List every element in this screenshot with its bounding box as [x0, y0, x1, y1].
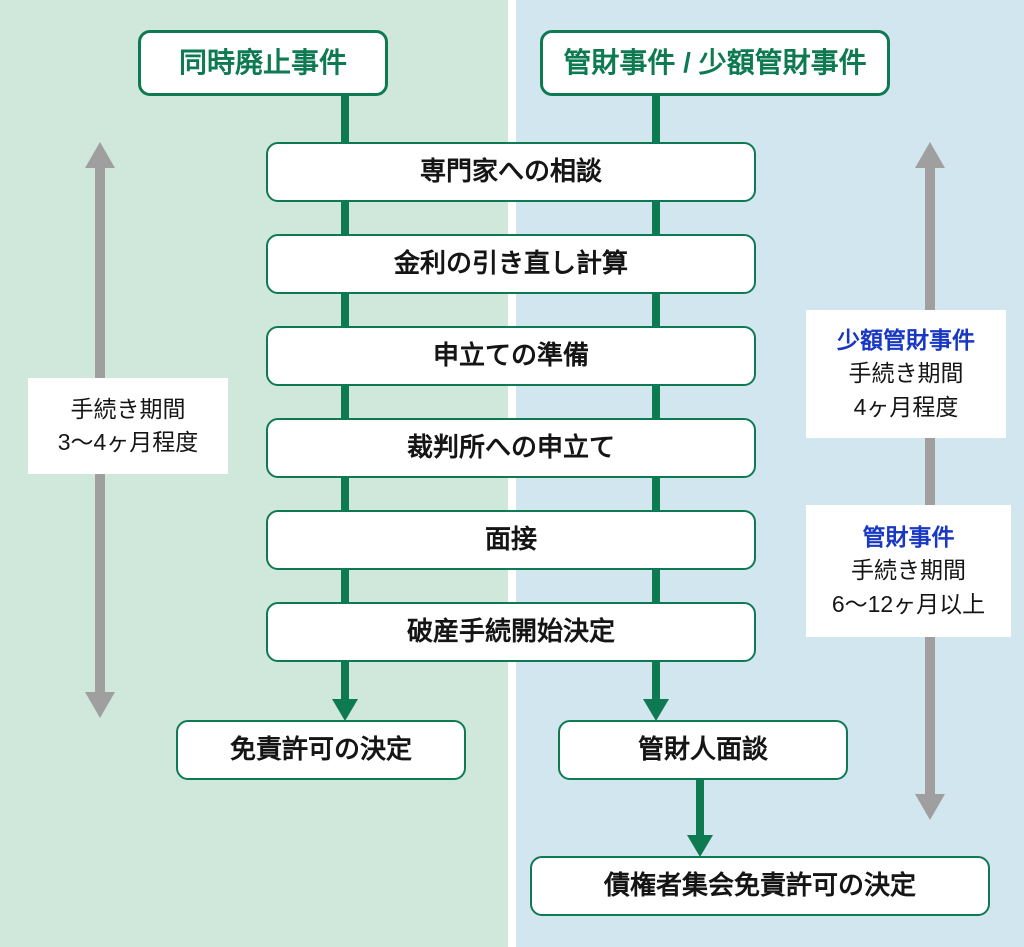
- side-note-right-a: 少額管財事件手続き期間4ヶ月程度: [806, 310, 1006, 438]
- step-2-label: 金利の引き直し計算: [394, 246, 628, 281]
- step-6-label: 破産手続開始決定: [407, 614, 615, 649]
- header-right-label: 管財事件 / 少額管財事件: [563, 44, 866, 82]
- step-4: 裁判所への申立て: [266, 418, 756, 478]
- end-left: 免責許可の決定: [176, 720, 466, 780]
- step-2: 金利の引き直し計算: [266, 234, 756, 294]
- mid-right: 管財人面談: [558, 720, 848, 780]
- side-note-right-b-line-2: 6〜12ヶ月以上: [832, 588, 985, 621]
- mid-right-label: 管財人面談: [638, 732, 768, 767]
- step-4-label: 裁判所への申立て: [407, 430, 615, 465]
- end-right: 債権者集会免責許可の決定: [530, 856, 990, 916]
- side-note-right-b-line-1: 手続き期間: [851, 554, 966, 587]
- side-note-right-a-line-2: 4ヶ月程度: [854, 391, 959, 424]
- side-note-left-line-0: 手続き期間: [71, 393, 186, 426]
- step-1: 専門家への相談: [266, 142, 756, 202]
- side-note-left: 手続き期間3〜4ヶ月程度: [28, 378, 228, 474]
- step-6: 破産手続開始決定: [266, 602, 756, 662]
- step-5: 面接: [266, 510, 756, 570]
- header-left: 同時廃止事件: [138, 30, 388, 96]
- side-note-right-b: 管財事件手続き期間6〜12ヶ月以上: [806, 505, 1011, 637]
- header-left-label: 同時廃止事件: [179, 44, 347, 82]
- step-3-label: 申立ての準備: [433, 338, 589, 373]
- step-3: 申立ての準備: [266, 326, 756, 386]
- step-5-label: 面接: [485, 522, 537, 557]
- header-right: 管財事件 / 少額管財事件: [540, 30, 890, 96]
- side-note-right-a-line-0: 少額管財事件: [837, 324, 975, 357]
- side-note-left-line-1: 3〜4ヶ月程度: [58, 426, 199, 459]
- end-left-label: 免責許可の決定: [230, 732, 412, 767]
- step-1-label: 専門家への相談: [420, 154, 602, 189]
- flowchart-stage: 同時廃止事件 管財事件 / 少額管財事件専門家への相談金利の引き直し計算申立ての準…: [0, 0, 1024, 947]
- side-note-right-a-line-1: 手続き期間: [849, 357, 964, 390]
- end-right-label: 債権者集会免責許可の決定: [604, 868, 916, 903]
- side-note-right-b-line-0: 管財事件: [863, 521, 955, 554]
